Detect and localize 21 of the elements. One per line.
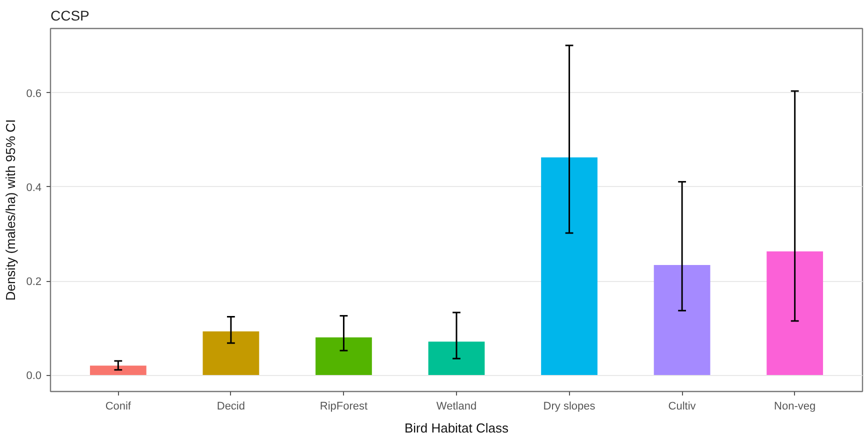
x-tick-label: Decid xyxy=(216,400,246,412)
bar xyxy=(541,157,598,376)
bar xyxy=(428,342,485,376)
x-tick-label: Non-veg xyxy=(774,400,816,412)
x-tick-label: Conif xyxy=(105,400,132,412)
bar xyxy=(654,265,710,376)
x-tick-label: Wetland xyxy=(436,400,477,412)
chart-title: CCSP xyxy=(50,8,90,24)
y-tick-label: 0.4 xyxy=(26,182,42,194)
y-tick-label: 0.6 xyxy=(26,88,42,100)
y-axis-title: Density (males/ha) with 95% CI xyxy=(3,119,18,301)
x-axis-title: Bird Habitat Class xyxy=(404,420,510,436)
y-tick-label: 0.2 xyxy=(26,276,42,288)
x-tick-label: Dry slopes xyxy=(543,400,596,412)
bar xyxy=(90,366,146,376)
x-tick-label: Cultiv xyxy=(668,400,696,412)
y-tick-label: 0.0 xyxy=(26,370,42,382)
bar xyxy=(316,337,372,376)
bar xyxy=(202,331,260,376)
bar xyxy=(766,251,824,376)
x-tick-label: RipForest xyxy=(320,400,368,412)
